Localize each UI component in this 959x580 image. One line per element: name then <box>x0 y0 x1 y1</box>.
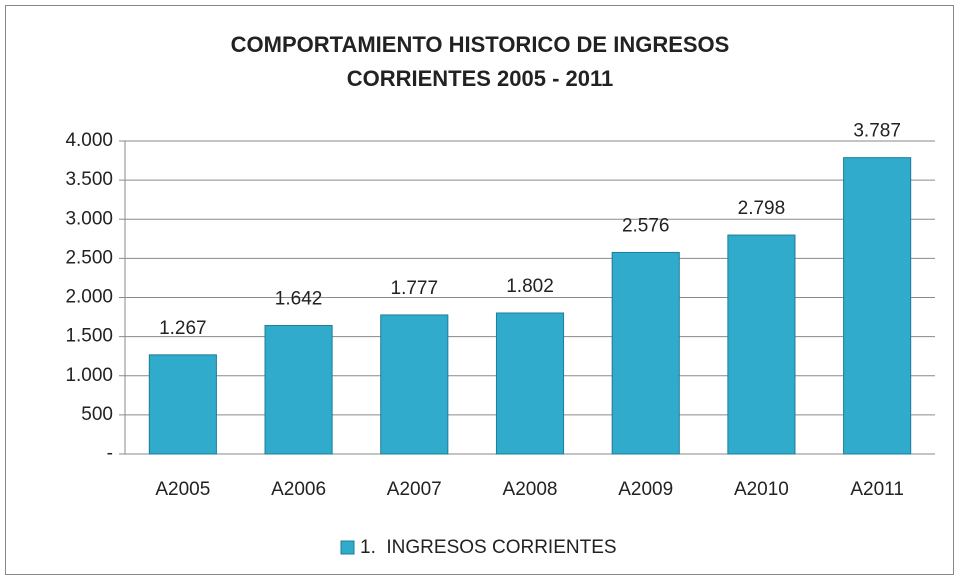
y-tick-label: 4.000 <box>65 130 113 151</box>
x-tick-label: A2008 <box>503 479 558 500</box>
bar <box>843 157 912 455</box>
y-tick-label: 3.500 <box>65 169 113 190</box>
y-tick-label: 3.000 <box>65 208 113 229</box>
value-label: 1.267 <box>159 318 207 339</box>
x-tick-label: A2007 <box>387 479 442 500</box>
value-label: 3.787 <box>853 121 901 142</box>
bar <box>727 234 796 455</box>
y-tick-label: 1.500 <box>65 326 113 347</box>
y-tick-label: 1.000 <box>65 365 113 386</box>
legend-label: 1. INGRESOS CORRIENTES <box>360 537 617 558</box>
value-label: 1.802 <box>506 276 554 297</box>
x-tick-label: A2009 <box>618 479 673 500</box>
bar <box>264 325 333 455</box>
value-label: 1.777 <box>391 278 439 299</box>
y-tick-label: 500 <box>81 404 113 425</box>
x-tick-label: A2011 <box>850 479 904 500</box>
y-tick-label: 2.000 <box>65 287 113 308</box>
x-tick-label: A2010 <box>734 479 789 500</box>
value-label: 2.576 <box>622 215 670 236</box>
y-tick-label: - <box>107 443 113 464</box>
y-tick-label: 2.500 <box>65 247 113 268</box>
value-label: 1.642 <box>275 289 323 310</box>
bar <box>495 312 565 455</box>
bar <box>611 251 680 455</box>
chart-border <box>5 5 954 575</box>
x-tick-label: A2005 <box>155 479 210 500</box>
bar <box>148 354 217 455</box>
x-tick-label: A2006 <box>271 479 326 500</box>
chart-title: COMPORTAMIENTO HISTORICO DE INGRESOS <box>231 32 730 57</box>
legend-swatch <box>340 540 355 555</box>
bar <box>380 314 449 455</box>
value-label: 2.798 <box>738 198 786 219</box>
chart-title: CORRIENTES 2005 - 2011 <box>347 66 614 91</box>
